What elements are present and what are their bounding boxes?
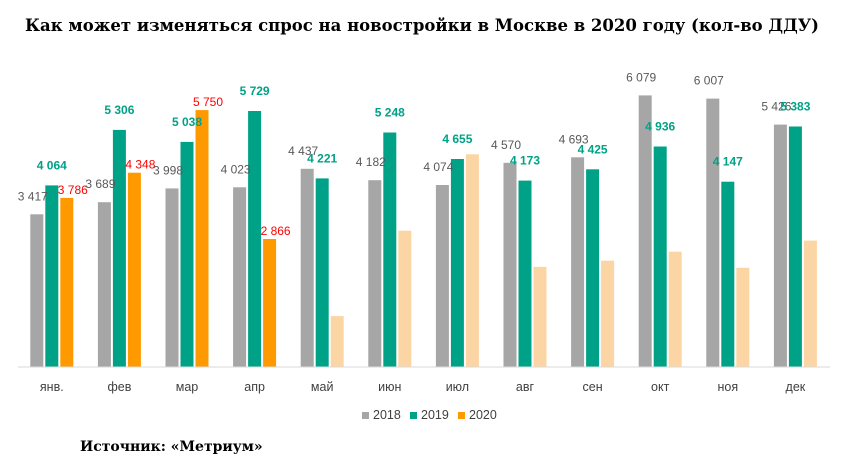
data-label-2018-11: 5 426: [761, 100, 791, 114]
source-note: Источник: «Метриум»: [80, 439, 263, 455]
data-label-2020-0: 3 786: [58, 183, 88, 197]
bars-group: [30, 95, 817, 368]
legend-label-2018: 2018: [373, 408, 401, 422]
bar-2020-6: [465, 154, 479, 367]
bar-2019-4: [315, 178, 329, 367]
x-tick-label-11: дек: [786, 380, 806, 394]
data-label-2020-1: 4 348: [125, 158, 155, 172]
legend-swatch-2018: [362, 412, 369, 419]
bar-2019-3: [248, 111, 262, 367]
bar-2019-5: [383, 132, 397, 367]
data-label-2019-6: 4 655: [442, 132, 472, 146]
data-label-2018-8: 4 693: [559, 132, 589, 146]
x-tick-label-3: апр: [244, 380, 265, 394]
data-label-2019-11: 5 383: [780, 100, 810, 114]
bar-2018-4: [300, 168, 314, 367]
data-label-2019-8: 4 425: [578, 142, 608, 156]
legend-swatch-2019: [410, 412, 417, 419]
bar-2020-7: [533, 266, 547, 367]
data-label-2019-7: 4 173: [510, 154, 540, 168]
bar-2018-5: [368, 180, 382, 367]
bar-2020-5: [398, 230, 412, 367]
bar-2018-1: [97, 202, 111, 367]
x-tick-label-8: сен: [583, 380, 603, 394]
data-label-2018-5: 4 182: [356, 155, 386, 169]
x-tick-label-6: июл: [446, 380, 469, 394]
legend-label-2020: 2020: [469, 408, 497, 422]
legend: 2018 2019 2020: [362, 408, 497, 422]
bar-2018-11: [773, 124, 787, 367]
x-tick-label-0: янв.: [40, 380, 64, 394]
data-label-2018-9: 6 079: [626, 70, 656, 84]
bar-2019-1: [112, 129, 126, 367]
data-label-2019-3: 5 729: [240, 84, 270, 98]
data-label-2018-10: 6 007: [694, 74, 724, 88]
bar-2018-9: [638, 95, 652, 368]
x-tick-label-7: авг: [516, 380, 535, 394]
bar-2020-9: [668, 251, 682, 367]
data-label-2019-4: 4 221: [307, 151, 337, 165]
data-label-2018-7: 4 570: [491, 138, 521, 152]
bar-2020-1: [127, 172, 141, 367]
bar-2019-0: [45, 185, 59, 367]
legend-swatch-2020: [458, 412, 465, 419]
data-label-2019-1: 5 306: [104, 103, 134, 117]
data-label-2019-0: 4 064: [37, 158, 67, 172]
data-label-2019-10: 4 147: [713, 155, 743, 169]
data-label-2020-3: 2 866: [261, 224, 291, 238]
bar-2019-11: [788, 126, 802, 367]
x-tick-label-2: мар: [176, 380, 199, 394]
data-label-2020-2: 5 750: [193, 95, 223, 109]
bar-2018-2: [165, 188, 179, 367]
bar-2019-9: [653, 146, 667, 367]
bar-2020-11: [803, 240, 817, 367]
data-label-2018-1: 3 689: [85, 177, 115, 191]
x-tick-label-10: ноя: [717, 380, 738, 394]
bar-2019-10: [721, 181, 735, 367]
x-tick-label-9: окт: [651, 380, 670, 394]
x-tick-label-5: июн: [378, 380, 401, 394]
data-label-2018-6: 4 074: [423, 160, 453, 174]
bar-2019-8: [586, 169, 600, 367]
x-tick-labels-group: янв. фев мар апр май июн июл авг сен окт ноя дек: [40, 380, 806, 394]
bar-2018-7: [503, 162, 517, 367]
data-label-2018-4: 4 437: [288, 144, 318, 158]
x-tick-label-4: май: [311, 380, 334, 394]
chart-title: Как может изменяться спрос на новостройк…: [25, 16, 819, 35]
bar-2020-8: [601, 260, 615, 367]
bar-2018-10: [706, 98, 720, 367]
x-tick-label-1: фев: [107, 380, 131, 394]
bar-2019-2: [180, 141, 194, 367]
data-label-2019-5: 5 248: [375, 106, 405, 120]
bar-2018-0: [30, 214, 44, 367]
data-label-2018-3: 4 023: [221, 162, 251, 176]
legend-label-2019: 2019: [421, 408, 449, 422]
data-label-2018-0: 3 417: [18, 189, 48, 203]
bar-2020-0: [60, 197, 74, 367]
bar-2020-4: [330, 316, 344, 367]
bar-2018-6: [435, 185, 449, 367]
data-label-2019-9: 4 936: [645, 120, 675, 134]
bar-2020-10: [736, 267, 750, 367]
bar-2018-3: [233, 187, 247, 367]
data-label-2018-2: 3 998: [153, 163, 183, 177]
bar-2019-7: [518, 180, 532, 367]
data-label-2019-2: 5 038: [172, 115, 202, 129]
bar-2020-3: [263, 239, 277, 367]
bar-2018-8: [571, 157, 585, 367]
bar-2019-6: [450, 159, 464, 367]
bar-2020-2: [195, 110, 209, 367]
